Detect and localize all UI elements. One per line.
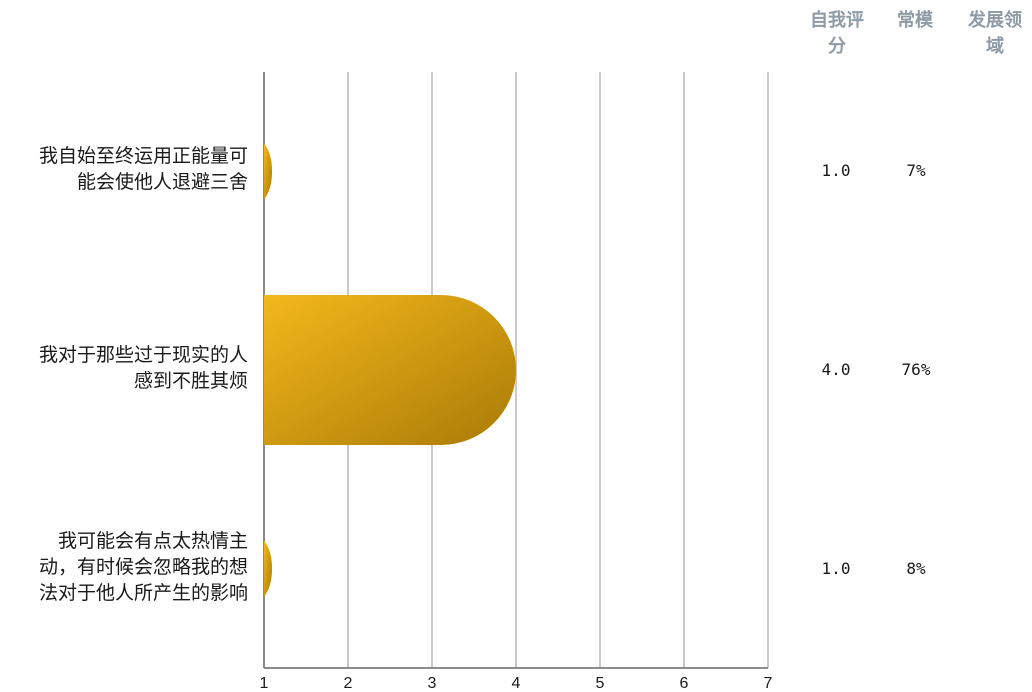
self-score-value: 1.0 — [821, 558, 851, 578]
x-tick-label: 6 — [680, 675, 689, 692]
x-tick-label: 3 — [428, 675, 437, 692]
x-tick-label: 2 — [344, 675, 353, 692]
norm-value: 8% — [906, 558, 926, 578]
bar-2 — [264, 295, 516, 445]
header-development: 发展领域 — [968, 10, 1022, 57]
self-score-value: 1.0 — [821, 161, 851, 181]
x-tick-label: 5 — [596, 675, 605, 692]
x-axis-ticks: 1 2 3 4 5 6 7 — [260, 675, 773, 692]
norm-value: 76% — [901, 360, 931, 379]
category-label: 我对于那些过于现实的人 感到不胜其烦 — [38, 344, 248, 392]
x-tick-label: 1 — [260, 675, 269, 692]
x-tick-label: 7 — [764, 675, 773, 692]
category-label: 我自始至终运用正能量可 能会使他人退避三舍 — [38, 145, 248, 194]
x-tick-label: 4 — [512, 675, 521, 692]
norm-value: 7% — [906, 161, 926, 181]
category-label: 我可能会有点太热情主 动，有时候会忽略我的想 法对于他人所产生的影响 — [38, 529, 248, 604]
self-score-value: 4.0 — [821, 360, 851, 379]
bar-3 — [264, 540, 272, 597]
bar-1 — [264, 143, 272, 200]
header-norm: 常模 — [897, 10, 933, 31]
header-self-score: 自我评分 — [810, 10, 864, 57]
bars — [264, 143, 516, 597]
